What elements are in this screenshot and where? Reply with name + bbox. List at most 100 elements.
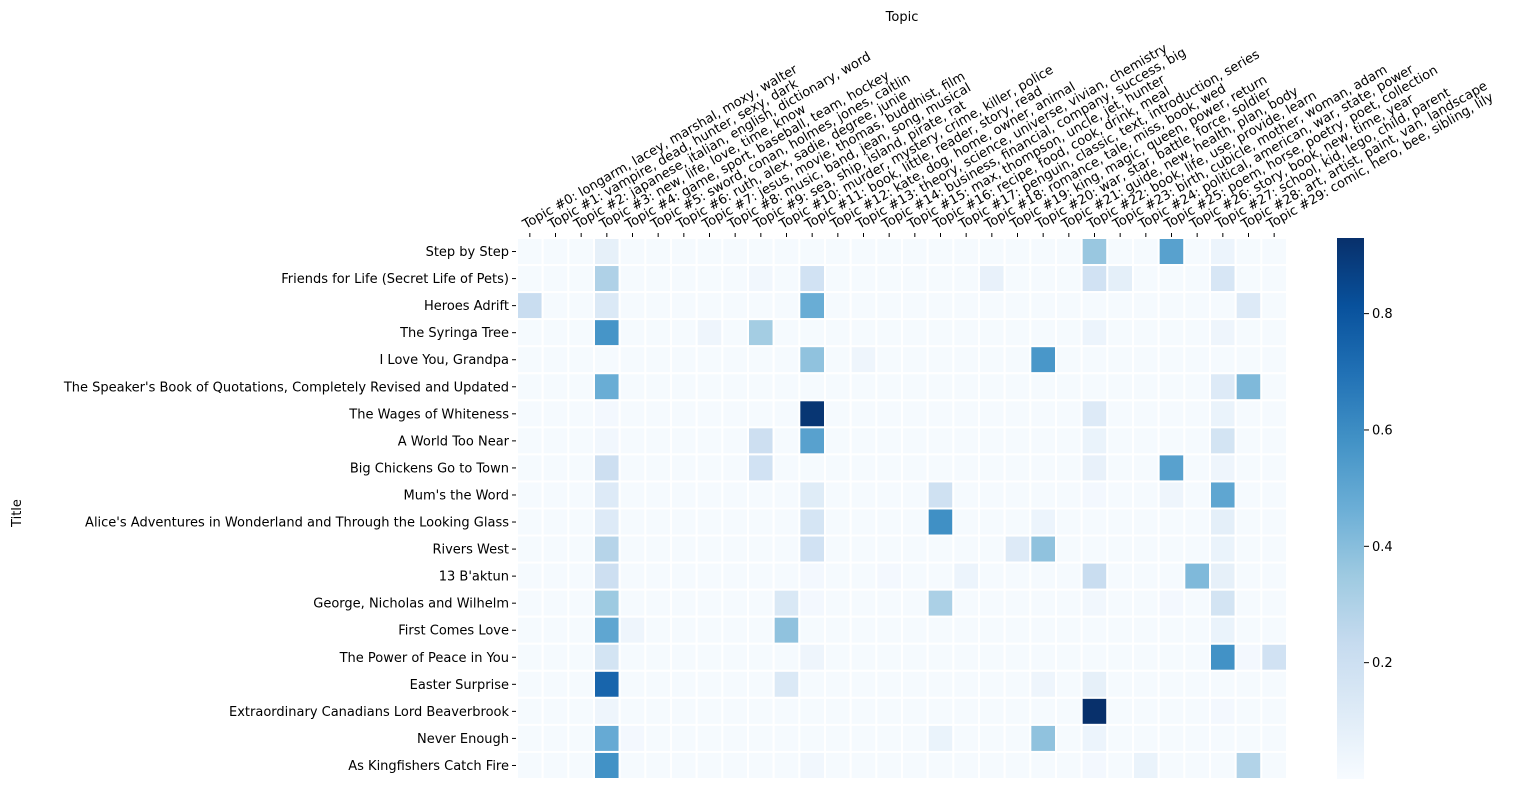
heatmap-cell	[1106, 507, 1135, 537]
heatmap-cell	[849, 750, 878, 781]
row-label: The Wages of Whiteness	[348, 407, 509, 422]
heatmap-cell	[978, 696, 1006, 726]
heatmap-cell	[978, 237, 1006, 267]
heatmap-cell	[1003, 615, 1032, 645]
heatmap-cell	[747, 318, 775, 348]
heatmap-cell	[721, 399, 749, 429]
heatmap-cell	[772, 750, 801, 781]
heatmap-cell	[541, 615, 570, 645]
heatmap-cell	[978, 750, 1006, 781]
heatmap-cell	[1080, 642, 1109, 672]
heatmap-cell	[593, 750, 621, 781]
heatmap-cell	[1234, 264, 1263, 294]
heatmap-cell	[1183, 291, 1212, 321]
heatmap-cell	[747, 588, 775, 618]
heatmap-cell	[644, 615, 672, 645]
row-label: 13 B'aktun	[439, 570, 509, 585]
heatmap-cell	[926, 426, 955, 456]
heatmap-cell	[824, 372, 852, 402]
heatmap-cell	[875, 291, 903, 321]
heatmap-cell	[516, 534, 544, 564]
heatmap-cell	[772, 453, 801, 483]
heatmap-cell	[747, 345, 775, 375]
heatmap-cell	[1029, 615, 1058, 645]
heatmap-cell	[1080, 561, 1109, 591]
heatmap-cell	[541, 426, 570, 456]
heatmap-cell	[1055, 561, 1083, 591]
heatmap-cell	[670, 426, 698, 456]
heatmap-cell	[1080, 588, 1109, 618]
heatmap-cell	[670, 399, 698, 429]
heatmap-cell	[901, 345, 929, 375]
heatmap-cell	[926, 507, 955, 537]
row-label: Big Chickens Go to Town	[350, 461, 509, 476]
heatmap-cell	[824, 399, 852, 429]
heatmap-cell	[644, 399, 672, 429]
heatmap-cell	[1183, 399, 1212, 429]
heatmap-cell	[952, 318, 980, 348]
heatmap-cell	[1260, 372, 1289, 402]
heatmap-cell	[1260, 534, 1289, 564]
heatmap-cell	[1157, 480, 1186, 510]
heatmap-cell	[875, 480, 903, 510]
heatmap-cell	[1132, 615, 1160, 645]
heatmap-cell	[952, 507, 980, 537]
heatmap-cell	[901, 426, 929, 456]
row-labels: Step by Step Friends for Life (Secret Lif…	[63, 245, 517, 774]
heatmap-cell	[1003, 669, 1032, 699]
heatmap-cell	[1106, 372, 1135, 402]
heatmap-cell	[541, 372, 570, 402]
heatmap-cell	[1003, 345, 1032, 375]
heatmap-cell	[1157, 426, 1186, 456]
heatmap-cell	[1260, 237, 1289, 267]
heatmap-cell	[926, 696, 955, 726]
heatmap-cell	[644, 669, 672, 699]
heatmap-cell	[567, 561, 595, 591]
heatmap-cell	[516, 345, 544, 375]
heatmap-cell	[516, 318, 544, 348]
heatmap-cell	[695, 696, 724, 726]
heatmap-cell	[952, 750, 980, 781]
heatmap-cell	[1132, 561, 1160, 591]
heatmap-cell	[978, 615, 1006, 645]
heatmap-cell	[1209, 345, 1237, 375]
heatmap-cell	[875, 642, 903, 672]
heatmap-cell	[1029, 291, 1058, 321]
heatmap-cell	[1209, 750, 1237, 781]
heatmap-cell	[1209, 696, 1237, 726]
heatmap-cell	[721, 480, 749, 510]
heatmap-cell	[618, 345, 647, 375]
heatmap-cell	[926, 615, 955, 645]
heatmap-cell	[798, 588, 826, 618]
heatmap-cell	[875, 615, 903, 645]
column-labels: Topic #0: longarm, lacey, marshal, moxy,…	[519, 41, 1497, 238]
heatmap-cell	[516, 615, 544, 645]
heatmap-cell	[541, 345, 570, 375]
heatmap-cell	[567, 345, 595, 375]
heatmap-cell	[1209, 507, 1237, 537]
heatmap-cell	[1209, 372, 1237, 402]
heatmap-cell	[1209, 669, 1237, 699]
heatmap-cell	[849, 399, 878, 429]
heatmap-cell	[1055, 372, 1083, 402]
heatmap-cell	[824, 696, 852, 726]
heatmap-cell	[875, 426, 903, 456]
heatmap-cell	[875, 750, 903, 781]
heatmap-cell	[618, 318, 647, 348]
heatmap-cell	[772, 696, 801, 726]
heatmap-cell	[901, 237, 929, 267]
heatmap-cell	[849, 264, 878, 294]
heatmap-cell	[1106, 750, 1135, 781]
row-label: Heroes Adrift	[424, 299, 509, 314]
heatmap-cell	[772, 642, 801, 672]
heatmap-cell	[1132, 426, 1160, 456]
heatmap-cell	[541, 669, 570, 699]
heatmap-cell	[772, 345, 801, 375]
heatmap-cell	[567, 750, 595, 781]
heatmap-cell	[772, 534, 801, 564]
heatmap-cell	[772, 237, 801, 267]
heatmap-cell	[875, 264, 903, 294]
heatmap-cell	[901, 291, 929, 321]
heatmap-cell	[926, 345, 955, 375]
heatmap-cell	[1106, 588, 1135, 618]
